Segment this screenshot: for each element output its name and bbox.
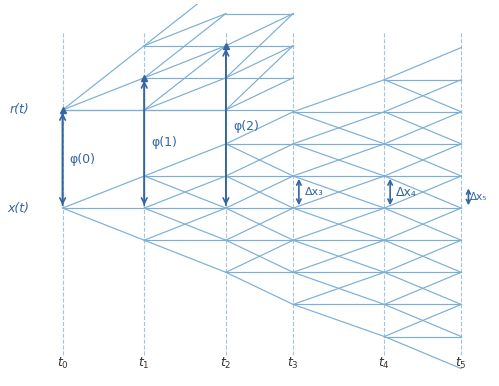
Text: $t_5$: $t_5$ [456, 356, 467, 371]
Text: r(t): r(t) [9, 103, 29, 117]
Text: $t_3$: $t_3$ [287, 356, 299, 371]
Text: $t_4$: $t_4$ [378, 356, 390, 371]
Text: φ(1): φ(1) [151, 137, 177, 149]
Text: φ(0): φ(0) [70, 152, 96, 166]
Text: φ(2): φ(2) [233, 120, 259, 134]
Text: Δx₃: Δx₃ [305, 187, 324, 197]
Text: $t_2$: $t_2$ [220, 356, 232, 371]
Text: $t_0$: $t_0$ [57, 356, 68, 371]
Text: Δx₄: Δx₄ [396, 186, 417, 198]
Text: x(t): x(t) [7, 201, 29, 215]
Text: Δx₅: Δx₅ [470, 192, 487, 202]
Text: $t_1$: $t_1$ [138, 356, 150, 371]
